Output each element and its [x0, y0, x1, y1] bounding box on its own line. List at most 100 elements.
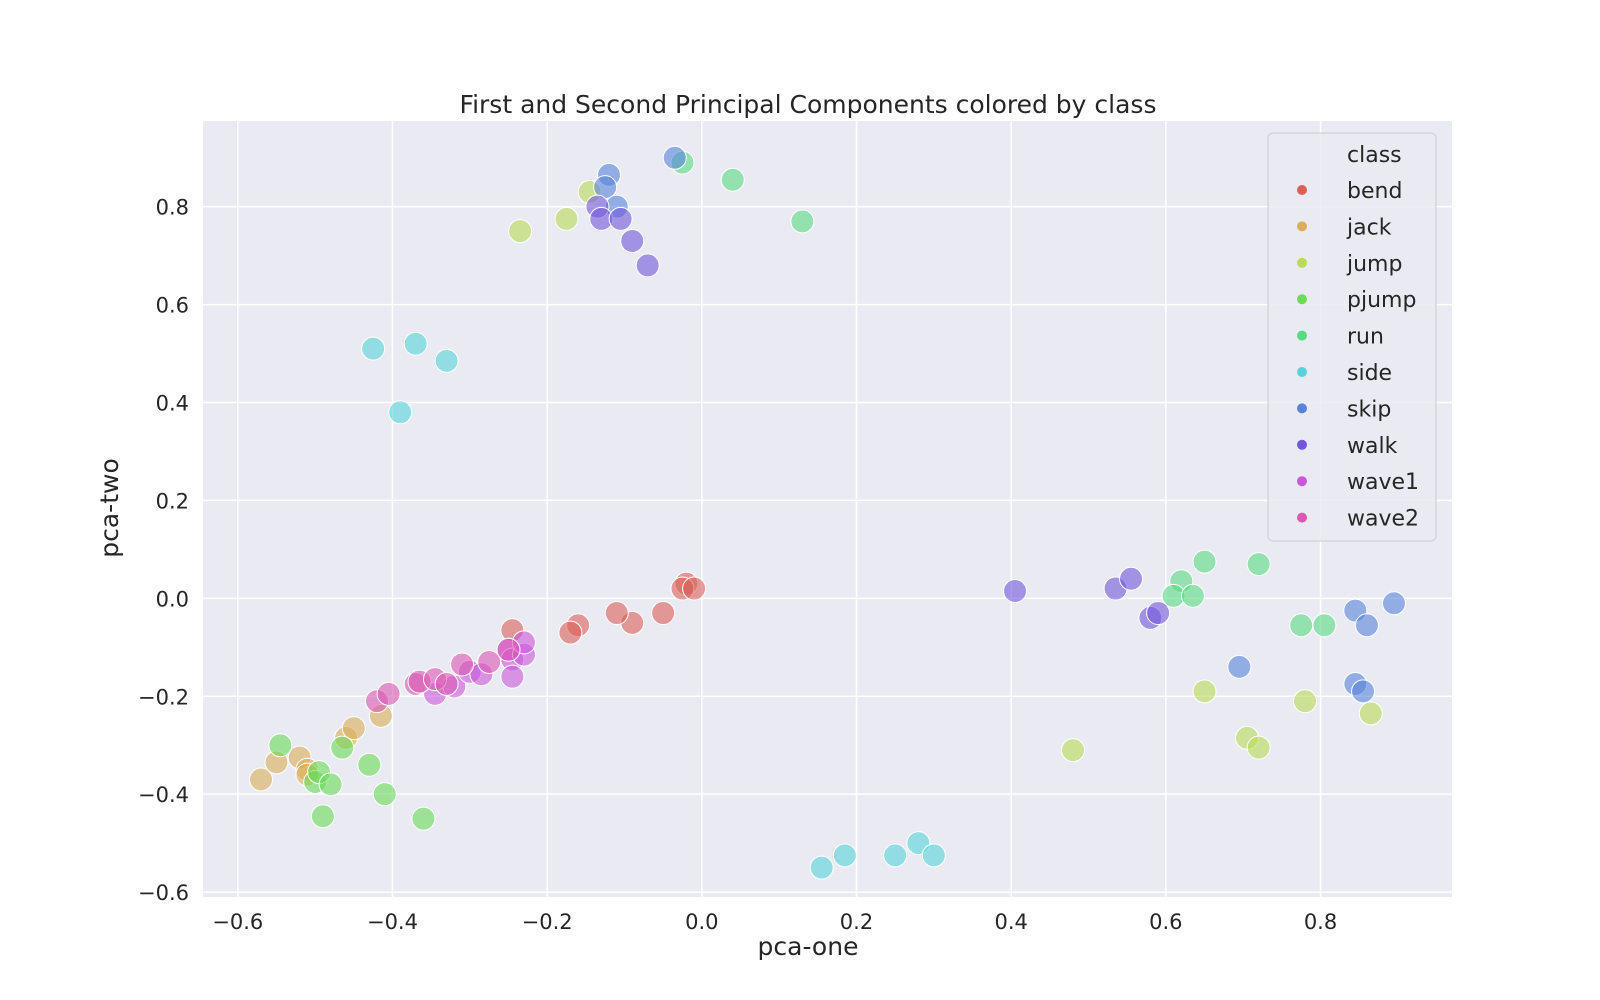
legend-label-walk: walk — [1347, 434, 1398, 459]
data-point-jump — [1061, 738, 1086, 763]
legend-title: class — [1347, 143, 1402, 168]
data-point-wave1 — [500, 664, 525, 689]
legend-frame — [1267, 132, 1437, 542]
data-point-jump — [1293, 689, 1318, 714]
data-point-run — [790, 209, 815, 234]
data-point-bend — [558, 620, 583, 645]
x-tick-label: −0.6 — [212, 910, 263, 934]
data-point-run — [1246, 552, 1271, 577]
legend-marker-jack — [1297, 221, 1307, 232]
legend: class bend jack jump pjump run side skip walk wa… — [1267, 132, 1437, 542]
data-point-run — [1312, 613, 1337, 638]
data-point-wave2 — [450, 652, 475, 677]
data-point-wave2 — [376, 681, 401, 706]
data-point-pjump — [330, 735, 355, 760]
y-tick-label: −0.6 — [138, 881, 189, 905]
data-point-skip — [662, 145, 687, 170]
data-point-pjump — [318, 772, 343, 797]
x-tick-label: 0.0 — [685, 910, 718, 934]
data-point-side — [434, 348, 459, 373]
legend-label-bend: bend — [1347, 179, 1402, 204]
data-point-side — [388, 400, 413, 425]
data-point-skip — [1227, 654, 1252, 679]
data-point-walk — [1119, 566, 1144, 591]
data-point-jump — [554, 206, 579, 231]
data-point-run — [1289, 613, 1314, 638]
legend-label-jump: jump — [1346, 252, 1402, 277]
data-point-walk — [635, 253, 660, 278]
data-point-jack — [249, 767, 274, 792]
data-point-wave2 — [496, 637, 521, 662]
data-point-walk — [1003, 579, 1028, 604]
plot-background — [203, 121, 1452, 897]
data-point-walk — [608, 206, 633, 231]
legend-items: bend jack jump pjump run side skip walk wave1 wav… — [1297, 179, 1419, 532]
data-point-side — [809, 855, 834, 880]
data-point-side — [361, 336, 386, 361]
legend-marker-bend — [1297, 185, 1307, 195]
legend-marker-walk — [1297, 439, 1307, 450]
data-point-walk — [620, 228, 645, 253]
legend-label-side: side — [1347, 361, 1392, 386]
data-point-pjump — [310, 804, 335, 829]
data-points — [249, 145, 1406, 880]
data-point-side — [921, 843, 946, 868]
x-tick-label: 0.8 — [1304, 910, 1337, 934]
y-axis-label: pca-two — [95, 458, 124, 558]
data-point-bend — [651, 601, 676, 626]
legend-marker-skip — [1297, 403, 1307, 414]
data-point-skip — [1351, 679, 1376, 704]
legend-label-pjump: pjump — [1347, 288, 1416, 313]
y-axis-ticks: −0.6 −0.4 −0.2 0.0 0.2 0.4 0.6 0.8 — [138, 196, 189, 905]
data-point-jump — [1192, 679, 1217, 704]
legend-marker-pjump — [1297, 294, 1307, 305]
x-axis-ticks: −0.6 −0.4 −0.2 0.0 0.2 0.4 0.6 0.8 — [212, 910, 1337, 934]
data-point-side — [403, 331, 428, 356]
legend-label-run: run — [1347, 325, 1384, 350]
gridlines — [203, 121, 1452, 897]
y-tick-label: 0.4 — [156, 392, 189, 416]
chart-title: First and Second Principal Components co… — [460, 90, 1157, 119]
data-point-wave2 — [434, 672, 459, 697]
data-point-walk — [1146, 601, 1171, 626]
x-axis-label: pca-one — [758, 932, 859, 961]
y-tick-label: 0.2 — [156, 489, 189, 513]
data-point-jack — [341, 716, 366, 741]
data-point-jump — [1246, 735, 1271, 760]
legend-marker-wave1 — [1297, 476, 1307, 487]
data-point-bend — [682, 576, 707, 601]
data-point-run — [1192, 549, 1217, 574]
y-tick-label: −0.2 — [138, 685, 189, 709]
legend-label-skip: skip — [1347, 397, 1391, 422]
legend-label-wave2: wave2 — [1347, 507, 1419, 532]
x-tick-label: −0.4 — [367, 910, 418, 934]
data-point-jump — [508, 219, 533, 244]
x-tick-label: −0.2 — [522, 910, 573, 934]
y-tick-label: −0.4 — [138, 783, 189, 807]
data-point-pjump — [268, 733, 293, 758]
data-point-pjump — [372, 782, 397, 807]
y-tick-label: 0.8 — [156, 196, 189, 220]
data-point-run — [1180, 583, 1205, 608]
data-point-wave2 — [477, 649, 502, 674]
legend-marker-side — [1297, 367, 1307, 377]
data-point-run — [720, 167, 745, 192]
data-point-pjump — [357, 752, 382, 777]
legend-marker-jump — [1297, 257, 1307, 268]
data-point-skip — [1354, 613, 1379, 638]
data-point-pjump — [411, 806, 436, 831]
data-point-side — [883, 843, 908, 868]
y-tick-label: 0.6 — [156, 294, 189, 318]
legend-label-wave1: wave1 — [1347, 470, 1419, 495]
y-tick-label: 0.0 — [156, 587, 189, 611]
legend-label-jack: jack — [1346, 215, 1392, 240]
legend-marker-run — [1297, 330, 1307, 341]
data-point-side — [832, 843, 857, 868]
legend-marker-wave2 — [1297, 512, 1307, 523]
x-tick-label: 0.4 — [994, 910, 1027, 934]
data-point-bend — [604, 601, 629, 626]
x-tick-label: 0.6 — [1149, 910, 1182, 934]
plot-area — [203, 121, 1452, 897]
